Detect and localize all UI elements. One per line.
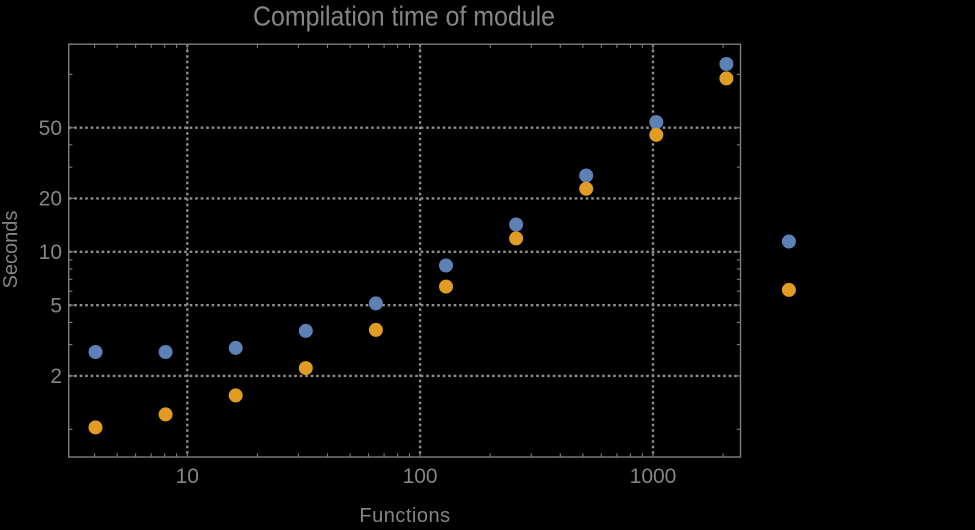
svg-text:5: 5 <box>50 295 62 318</box>
svg-text:2: 2 <box>50 365 62 388</box>
svg-text:20: 20 <box>39 188 62 211</box>
svg-text:Seconds: Seconds <box>0 211 22 289</box>
svg-text:Functions: Functions <box>359 505 450 525</box>
svg-text:1000: 1000 <box>630 465 677 488</box>
svg-text:100: 100 <box>403 465 438 488</box>
svg-text:Compilation time of module: Compilation time of module <box>253 0 555 31</box>
svg-text:50: 50 <box>39 117 62 140</box>
svg-text:10: 10 <box>39 241 62 264</box>
svg-text:10: 10 <box>176 465 199 488</box>
